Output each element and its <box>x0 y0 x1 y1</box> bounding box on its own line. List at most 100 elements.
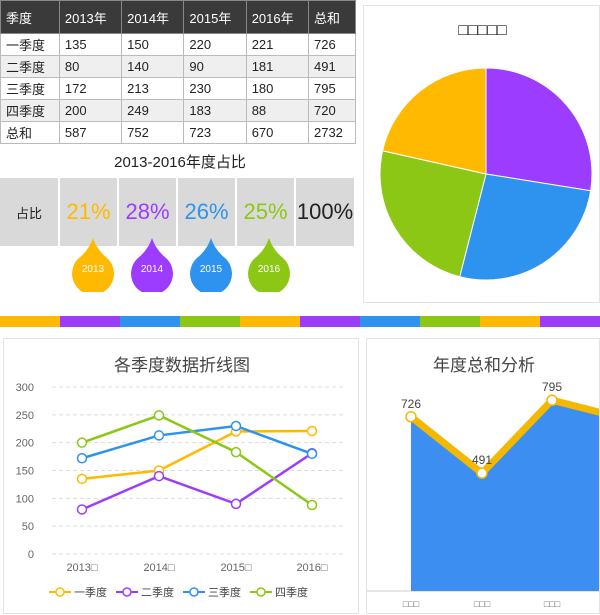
drop-label: 2016 <box>257 264 281 275</box>
y-tick-label: 150 <box>16 466 34 478</box>
table-header-cell: 2013年 <box>58 0 123 34</box>
table-cell: 三季度 <box>0 77 60 100</box>
table-cell: 135 <box>58 33 123 56</box>
area-point <box>546 394 558 406</box>
data-point <box>306 425 318 437</box>
line-chart-panel: 各季度数据折线图 0 50 100 150 200 250 300 2013□ 2014□ 201… <box>3 338 359 614</box>
table-cell: 491 <box>307 55 357 78</box>
share-total: 100% <box>296 178 354 246</box>
share-row-label: 占比 <box>0 178 58 246</box>
data-table: 季度 2013年 2014年 2015年 2016年 总和 一季度 135 15… <box>0 0 357 144</box>
x-tick-label: 2014□ <box>143 562 174 574</box>
legend-swatch-marker <box>55 587 65 597</box>
table-cell: 88 <box>245 99 309 122</box>
data-point <box>153 470 165 482</box>
strip-segment <box>0 316 60 327</box>
pie-slice-2016 <box>379 150 487 278</box>
data-point <box>230 446 242 458</box>
series-line-4 <box>81 414 313 507</box>
table-cell: 2732 <box>307 121 357 144</box>
table-cell: 80 <box>58 55 123 78</box>
table-cell: 172 <box>58 77 123 100</box>
data-point <box>76 437 88 448</box>
pie-slice-2015 <box>459 173 592 281</box>
legend-swatch-marker <box>189 587 199 597</box>
legend-swatch-marker <box>122 587 132 597</box>
area-fill <box>411 400 599 591</box>
table-cell: 一季度 <box>0 33 60 56</box>
area-edge-line <box>408 396 599 478</box>
pie-slice-2013 <box>381 67 487 175</box>
table-cell: 183 <box>183 99 247 122</box>
legend-label: 四季度 <box>275 585 308 599</box>
table-header-cell: 2016年 <box>245 0 309 34</box>
table-cell: 221 <box>245 33 309 56</box>
strip-segment <box>360 316 420 327</box>
area-point <box>405 411 417 423</box>
table-cell: 四季度 <box>0 99 60 122</box>
area-chart: 726 491 795 □□□ □□□ □□□ <box>367 380 599 609</box>
year-drop-2016: 2016 <box>246 236 292 292</box>
pie-chart <box>379 67 593 281</box>
table-cell: 795 <box>307 77 357 100</box>
data-point <box>76 473 88 485</box>
strip-segment <box>300 316 360 327</box>
table-row: 一季度 135 150 220 221 726 <box>0 33 357 56</box>
table-cell: 752 <box>121 121 185 144</box>
share-title: 2013-2016年度占比 <box>114 154 246 171</box>
x-tick-label: □□□ <box>403 599 420 609</box>
table-cell: 720 <box>307 99 357 122</box>
x-tick-label: 2013□ <box>66 562 97 574</box>
drop-shape <box>190 238 232 292</box>
table-row: 四季度 200 249 183 88 720 <box>0 99 357 122</box>
table-cell: 180 <box>245 77 309 100</box>
data-point <box>76 453 88 464</box>
y-tick-label: 300 <box>16 382 34 394</box>
table-cell: 二季度 <box>0 55 60 78</box>
area-data-label: 726 <box>401 397 421 411</box>
legend-swatch-marker <box>256 587 266 597</box>
strip-segment <box>120 316 180 327</box>
legend-label: 三季度 <box>208 585 241 599</box>
y-tick-label: 50 <box>22 521 34 533</box>
share-row: 占比 21% 28% 26% 25% 100% <box>0 178 358 246</box>
pie-chart-panel: □□□□□ <box>363 5 600 303</box>
area-data-label: 795 <box>542 380 562 394</box>
area-point <box>476 467 488 479</box>
data-point <box>230 420 242 432</box>
table-cell: 总和 <box>0 121 60 144</box>
area-data-label: 491 <box>472 453 492 467</box>
share-value-2015: 26% <box>178 178 235 246</box>
data-point <box>153 430 165 441</box>
year-drop-2015: 2015 <box>188 236 234 292</box>
y-tick-label: 100 <box>16 493 34 505</box>
legend-label: 二季度 <box>141 585 174 599</box>
x-tick-label: 2015□ <box>220 562 251 574</box>
drop-shape <box>248 238 290 292</box>
data-point <box>153 410 165 421</box>
table-cell: 140 <box>121 55 185 78</box>
share-value-2013: 21% <box>60 178 117 246</box>
drop-label: 2015 <box>199 264 223 275</box>
table-row: 总和 587 752 723 670 2732 <box>0 121 357 144</box>
area-chart-panel: 年度总和分析 726 491 795 □□□ □□□ □□□ <box>366 338 600 614</box>
series-line-3 <box>81 424 313 460</box>
drop-label: 2013 <box>81 264 105 275</box>
legend-label: 一季度 <box>74 585 107 599</box>
drop-label: 2014 <box>140 264 164 275</box>
drop-shape <box>131 238 173 292</box>
strip-segment <box>420 316 480 327</box>
data-point <box>76 504 88 515</box>
table-cell: 230 <box>183 77 247 100</box>
y-tick-label: 250 <box>16 410 34 422</box>
share-value-2016: 25% <box>237 178 294 246</box>
table-cell: 213 <box>121 77 185 100</box>
table-cell: 249 <box>121 99 185 122</box>
table-cell: 726 <box>307 33 357 56</box>
x-tick-label: □□□ <box>474 599 491 609</box>
table-cell: 90 <box>183 55 247 78</box>
x-tick-label: 2016□ <box>296 562 327 574</box>
color-strip <box>0 316 600 327</box>
table-header-cell: 总和 <box>307 0 357 34</box>
table-cell: 220 <box>183 33 247 56</box>
